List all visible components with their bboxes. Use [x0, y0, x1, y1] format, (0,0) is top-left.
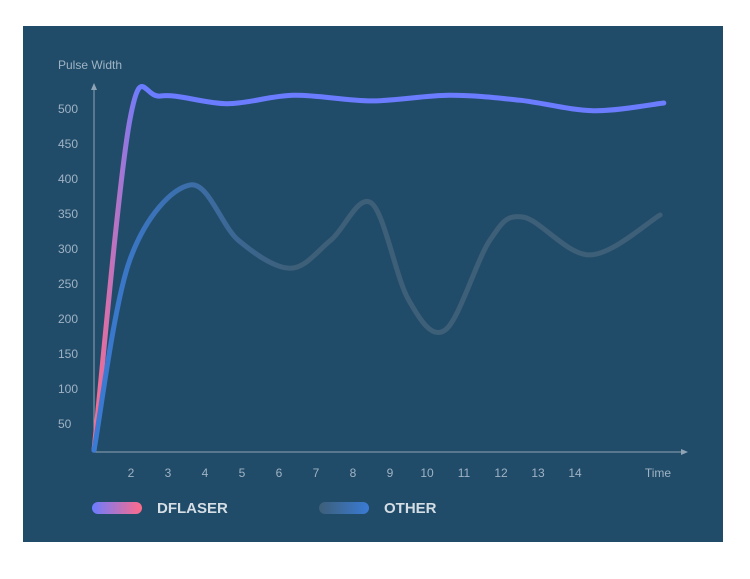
x-axis-label: Time: [645, 466, 672, 480]
line: [91, 182, 663, 453]
legend: OTHER: [384, 500, 437, 517]
y-tick-label: 300: [58, 242, 78, 256]
y-tick-label: 500: [58, 102, 78, 116]
y-arrow: [91, 83, 97, 90]
x-tick-label: 6: [276, 466, 283, 480]
x-tick-label: 14: [568, 466, 582, 480]
x-tick-label: 8: [350, 466, 357, 480]
x-tick-label: 4: [202, 466, 209, 480]
y-tick-label: 400: [58, 172, 78, 186]
x-tick-label: 3: [165, 466, 172, 480]
x-tick-label: 12: [494, 466, 508, 480]
y-tick-label: 450: [58, 137, 78, 151]
x-tick-label: 7: [313, 466, 320, 480]
x-tick-label: 10: [420, 466, 434, 480]
legend-swatch: [319, 502, 369, 514]
x-arrow: [681, 449, 688, 455]
x-tick-label: 5: [239, 466, 246, 480]
y-tick-label: 350: [58, 207, 78, 221]
x-tick-label: 11: [458, 466, 471, 480]
y-tick-label: 200: [58, 312, 78, 326]
legend: DFLASER: [157, 500, 228, 517]
y-tick-label: 250: [58, 277, 78, 291]
x-tick-label: 13: [531, 466, 545, 480]
panel: [23, 26, 723, 542]
legend-swatch: [92, 502, 142, 514]
y-tick-label: 50: [58, 417, 72, 431]
y-axis-label: Pulse Width: [58, 58, 122, 72]
x-tick-label: 9: [387, 466, 394, 480]
y-tick-label: 150: [58, 347, 78, 361]
y-tick-label: 100: [58, 382, 78, 396]
line: [91, 83, 667, 453]
x-tick-label: 2: [128, 466, 135, 480]
